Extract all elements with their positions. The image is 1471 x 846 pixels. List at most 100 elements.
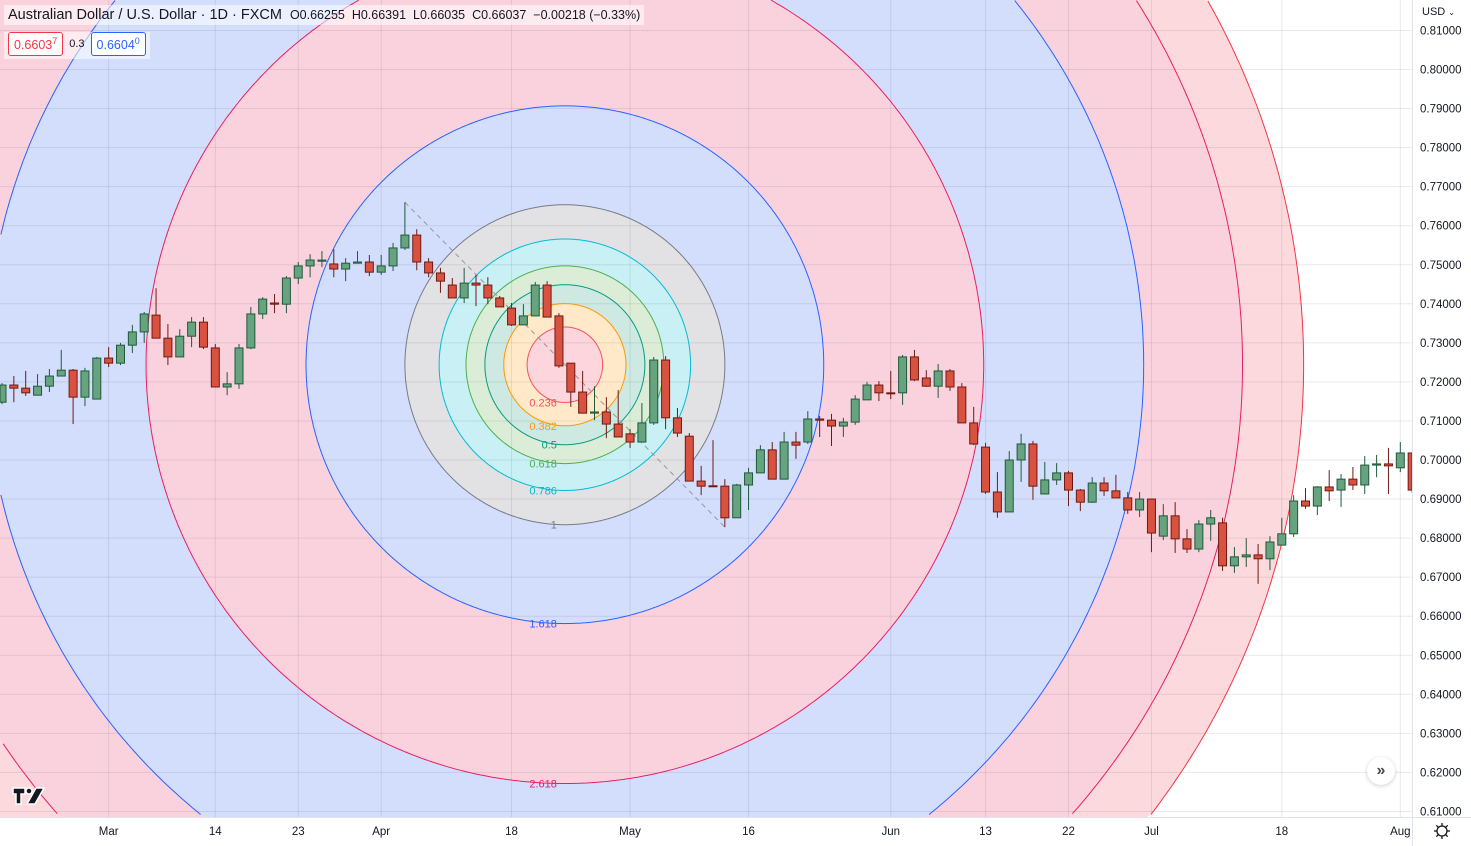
currency-selector[interactable]: USD ⌄ <box>1422 6 1455 18</box>
candle-body <box>1372 463 1382 466</box>
time-tick-label: May <box>619 826 641 838</box>
fib-circle-0.618[interactable] <box>465 265 665 465</box>
fib-circle-2.618[interactable] <box>145 0 985 784</box>
candle-body <box>1253 554 1263 560</box>
candle <box>827 413 836 446</box>
price-tick-label: 0.66000 <box>1420 611 1462 623</box>
fib-level-label: 0.786 <box>529 485 557 497</box>
candle-body <box>353 261 362 264</box>
candle-body <box>1301 500 1310 507</box>
time-axis-labels: Mar 14 23 Apr 18 May 16 Jun 13 22 Jul 18 Aug <box>99 826 1411 838</box>
gear-icon[interactable] <box>1433 822 1451 840</box>
fib-circle-1.618[interactable] <box>305 105 825 625</box>
candle-body <box>921 377 931 387</box>
candle-body <box>258 298 268 315</box>
open-value: O0.66255 <box>289 8 345 22</box>
time-tick-label: 13 <box>979 826 992 838</box>
candle-body <box>1265 541 1275 560</box>
fib-circle-trend-line[interactable] <box>404 201 726 528</box>
candle <box>353 251 362 264</box>
price-tick-label: 0.75000 <box>1420 260 1462 272</box>
symbol-legend[interactable]: Australian Dollar / U.S. Dollar · 1D · F… <box>4 5 645 25</box>
price-tick-label: 0.65000 <box>1420 650 1462 662</box>
candle-body <box>1182 538 1192 550</box>
price-tick-label: 0.63000 <box>1420 728 1462 740</box>
candle <box>1099 477 1109 496</box>
tradingview-logo[interactable] <box>12 786 46 806</box>
time-axis[interactable] <box>0 817 1412 846</box>
fib-circles[interactable] <box>0 0 1305 815</box>
candle-body <box>222 383 232 388</box>
candle <box>281 276 291 314</box>
price-tick-label: 0.74000 <box>1420 299 1462 311</box>
candle <box>187 317 197 348</box>
fib-ring-fill-3.618 <box>0 0 1144 817</box>
fib-circle-0.382[interactable] <box>503 303 627 427</box>
symbol-title[interactable]: Australian Dollar / U.S. Dollar · 1D · F… <box>8 7 282 23</box>
candle <box>293 262 303 284</box>
candle-body <box>364 261 374 273</box>
candle <box>696 465 706 496</box>
candle <box>542 281 552 318</box>
candle <box>590 386 599 421</box>
candle-body <box>317 259 327 262</box>
candle-body <box>1135 498 1145 511</box>
candle <box>554 313 564 368</box>
trade-buttons: 0.66037 0.3 0.66040 <box>4 32 150 60</box>
candle <box>222 372 232 396</box>
fib-circle-4.236[interactable] <box>2 0 1243 815</box>
candle-body <box>246 313 256 349</box>
candle <box>412 229 422 271</box>
fib-circle-4.618[interactable] <box>1150 0 1305 815</box>
candle <box>1395 442 1405 473</box>
candle-body <box>412 234 422 263</box>
candle <box>1158 504 1168 541</box>
candle-body <box>1111 490 1121 499</box>
candle-body <box>68 369 78 398</box>
fib-ring-fill-1.618 <box>306 105 824 624</box>
candle <box>341 258 351 282</box>
chart-pane[interactable]: 0.236 0.382 0.5 0.618 0.786 1 1.618 2.618 <box>0 0 1413 817</box>
candle-body <box>270 302 280 305</box>
time-tick-label: 18 <box>505 826 518 838</box>
candle-body <box>1028 443 1038 487</box>
candle-body <box>376 265 386 273</box>
candle-body <box>1407 452 1413 491</box>
fib-circle-1[interactable] <box>404 204 726 526</box>
candle <box>471 274 481 307</box>
scroll-to-realtime-button[interactable]: » <box>1367 757 1395 785</box>
time-tick-label: 22 <box>1062 826 1075 838</box>
close-value: C0.66037 <box>472 8 527 22</box>
fib-level-label: 0.382 <box>529 421 557 433</box>
price-axis[interactable] <box>1412 0 1471 846</box>
candle-body <box>566 362 576 393</box>
candle-body <box>732 484 742 519</box>
fib-circle-0.5[interactable] <box>484 284 646 446</box>
sell-button[interactable]: 0.66037 <box>8 32 64 57</box>
candle-body <box>1336 478 1346 491</box>
buy-price-fraction: 0 <box>134 36 140 46</box>
buy-button[interactable]: 0.66040 <box>90 32 146 57</box>
price-tick-label: 0.67000 <box>1420 572 1462 584</box>
candle <box>1040 461 1050 495</box>
candle <box>862 381 872 401</box>
candle-body <box>625 433 635 443</box>
candle <box>198 317 208 350</box>
fib-circle-3.618[interactable] <box>0 0 1145 815</box>
candle-body <box>850 398 860 423</box>
candle-body <box>1218 522 1228 567</box>
time-tick-label: Jul <box>1144 826 1159 838</box>
fib-circle-0.786[interactable] <box>438 238 692 491</box>
fib-level-label: 0.618 <box>529 459 557 471</box>
spread-value: 0.3 <box>69 38 85 51</box>
price-tick-label: 0.81000 <box>1420 25 1462 37</box>
time-tick-label: Apr <box>372 826 390 838</box>
fib-level-labels: 0.236 0.382 0.5 0.618 0.786 1 1.618 2.618 <box>529 397 557 790</box>
candle <box>388 242 398 271</box>
candle <box>838 417 848 437</box>
time-tick-label: 14 <box>209 826 222 838</box>
price-tick-label: 0.64000 <box>1420 689 1462 701</box>
candle <box>815 415 825 437</box>
candle-body <box>424 261 434 274</box>
